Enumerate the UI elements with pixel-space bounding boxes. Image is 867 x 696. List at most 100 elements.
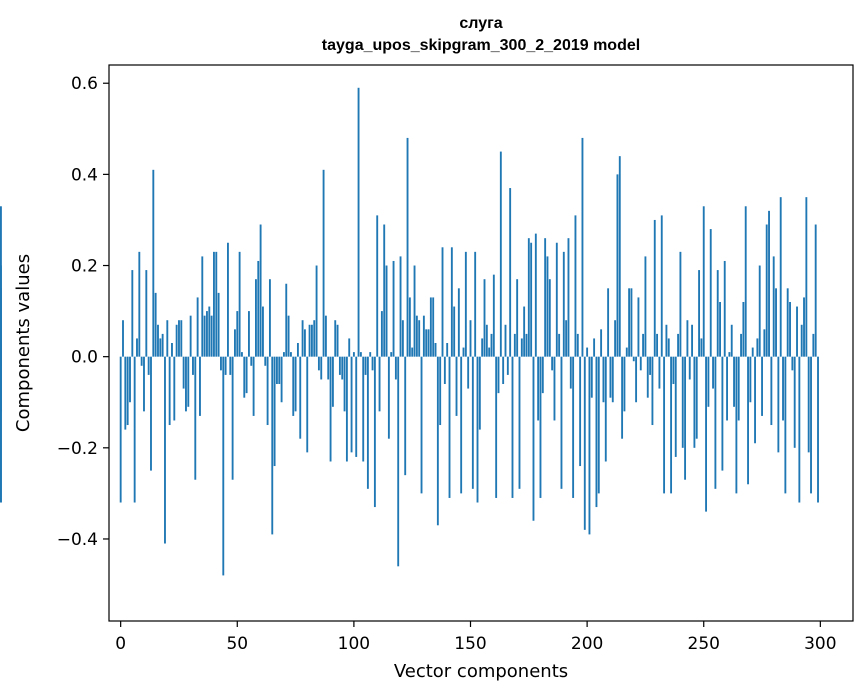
bar bbox=[527, 238, 530, 357]
bar bbox=[420, 356, 423, 494]
bar bbox=[467, 356, 470, 389]
bar bbox=[371, 356, 374, 371]
bar bbox=[574, 215, 577, 357]
bar bbox=[159, 338, 162, 357]
bar bbox=[763, 329, 766, 357]
bar bbox=[429, 297, 432, 357]
bar bbox=[698, 270, 701, 357]
bar bbox=[532, 356, 535, 521]
y-tick-label: 0.2 bbox=[71, 257, 98, 277]
bar bbox=[728, 352, 731, 357]
bar bbox=[355, 356, 358, 457]
bar bbox=[723, 260, 726, 357]
bar bbox=[331, 356, 334, 407]
bar bbox=[786, 288, 789, 357]
bar bbox=[497, 356, 500, 394]
bar bbox=[737, 356, 740, 421]
bar bbox=[553, 356, 556, 421]
bar bbox=[299, 356, 302, 439]
bar bbox=[450, 247, 453, 357]
bar bbox=[770, 356, 773, 426]
bar bbox=[614, 320, 617, 357]
bar bbox=[390, 352, 393, 357]
bar bbox=[385, 265, 388, 357]
bar bbox=[796, 306, 798, 357]
bar bbox=[677, 333, 680, 357]
bar bbox=[189, 315, 192, 357]
bar bbox=[364, 356, 367, 375]
bar bbox=[660, 215, 663, 357]
bar bbox=[663, 356, 666, 494]
bar bbox=[282, 352, 285, 357]
bar bbox=[700, 338, 703, 357]
bar bbox=[245, 356, 248, 394]
bar bbox=[635, 356, 638, 403]
bar bbox=[129, 356, 131, 403]
bar bbox=[646, 356, 649, 398]
bar bbox=[234, 329, 236, 357]
bar bbox=[227, 242, 229, 357]
bar bbox=[154, 292, 157, 357]
bar bbox=[810, 356, 812, 494]
bar bbox=[483, 279, 486, 357]
bar bbox=[579, 356, 582, 467]
bar bbox=[387, 356, 390, 439]
bar bbox=[537, 356, 540, 421]
bar bbox=[625, 347, 628, 357]
bar bbox=[315, 265, 318, 357]
bar bbox=[359, 352, 362, 357]
bar bbox=[784, 356, 787, 494]
bar bbox=[213, 251, 215, 357]
bar bbox=[194, 356, 197, 480]
y-tick-label: −0.4 bbox=[57, 530, 98, 550]
bar bbox=[373, 356, 376, 508]
bar bbox=[807, 356, 810, 453]
bar bbox=[313, 320, 316, 357]
bar bbox=[798, 356, 801, 503]
bar bbox=[441, 247, 444, 357]
bar bbox=[317, 356, 320, 371]
bar bbox=[749, 356, 752, 403]
bar bbox=[122, 320, 124, 357]
bar bbox=[597, 356, 600, 494]
bar bbox=[140, 356, 143, 366]
bar bbox=[485, 324, 488, 357]
bar bbox=[476, 356, 479, 503]
bar bbox=[670, 356, 673, 494]
bar bbox=[733, 356, 735, 407]
bar bbox=[523, 306, 526, 357]
bar bbox=[301, 320, 304, 357]
bar bbox=[658, 356, 661, 389]
bar bbox=[320, 356, 323, 380]
bar bbox=[490, 333, 493, 357]
bar bbox=[789, 301, 791, 357]
bar bbox=[425, 329, 428, 357]
bar bbox=[366, 356, 369, 489]
bar bbox=[609, 356, 612, 398]
bar bbox=[800, 324, 803, 357]
bar bbox=[376, 215, 379, 357]
bar bbox=[310, 324, 313, 357]
bar bbox=[303, 329, 306, 357]
bar bbox=[541, 356, 544, 394]
bar bbox=[751, 347, 754, 357]
bar bbox=[686, 320, 689, 357]
bar bbox=[572, 356, 575, 498]
bars-group bbox=[0, 87, 819, 576]
y-tick-label: 0.0 bbox=[71, 348, 98, 368]
bar bbox=[453, 306, 456, 357]
bar bbox=[569, 356, 572, 389]
bar bbox=[546, 256, 549, 357]
bar bbox=[611, 356, 614, 403]
bar bbox=[702, 206, 705, 357]
bar bbox=[457, 288, 460, 357]
bar bbox=[632, 356, 635, 362]
bar bbox=[171, 343, 173, 357]
bar bbox=[192, 356, 194, 375]
bar bbox=[520, 338, 523, 357]
bar bbox=[224, 356, 227, 375]
bar bbox=[166, 320, 169, 357]
bar bbox=[411, 347, 414, 357]
bar bbox=[709, 229, 712, 357]
bar bbox=[803, 297, 805, 357]
